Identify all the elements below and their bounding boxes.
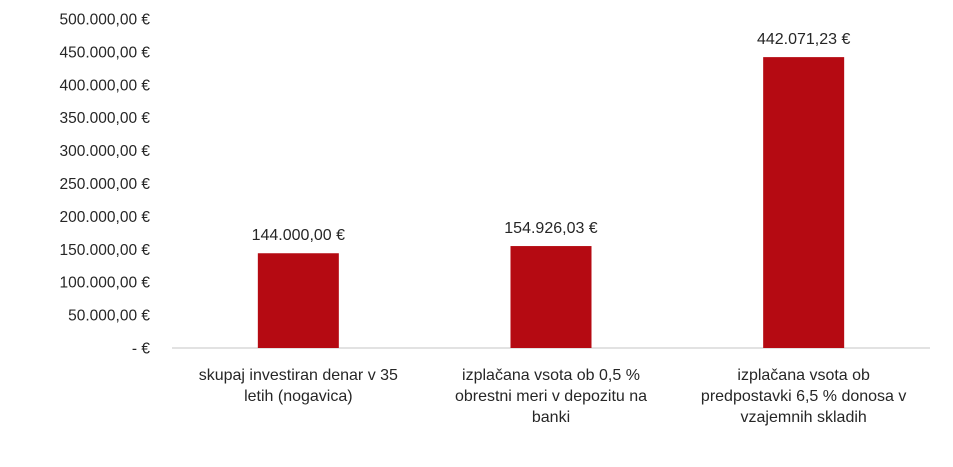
y-tick-label: 300.000,00 € bbox=[59, 143, 150, 160]
bars bbox=[257, 57, 845, 349]
x-category-label: skupaj investiran denar v 35 letih (nogav… bbox=[199, 367, 398, 405]
bar-data-label: 154.926,03 € bbox=[504, 220, 598, 237]
x-category-label-line: predpostavki 6,5 % donosa v bbox=[701, 388, 906, 405]
x-category-label-line: vzajemnih skladih bbox=[741, 409, 867, 426]
x-category-label-line: obrestni meri v depozitu na bbox=[455, 388, 647, 405]
y-tick-label: 250.000,00 € bbox=[59, 176, 150, 193]
x-category-label: izplačana vsota ob predpostavki 6,5 % don… bbox=[701, 367, 906, 426]
data-labels: 144.000,00 € 154.926,03 € 442.071,23 € bbox=[252, 31, 851, 244]
y-axis-labels: - € 50.000,00 € 100.000,00 € 150.000,00 € 20… bbox=[59, 12, 150, 358]
bar-data-label: 144.000,00 € bbox=[252, 227, 346, 244]
y-tick-label: 100.000,00 € bbox=[59, 275, 150, 292]
x-category-label: izplačana vsota ob 0,5 % obrestni meri v … bbox=[455, 367, 647, 426]
y-tick-label: 50.000,00 € bbox=[68, 308, 150, 325]
y-tick-label: 150.000,00 € bbox=[59, 242, 150, 259]
bar-data-label: 442.071,23 € bbox=[757, 31, 851, 48]
y-tick-label: 500.000,00 € bbox=[59, 12, 150, 29]
y-tick-label: 400.000,00 € bbox=[59, 77, 150, 94]
bar bbox=[510, 246, 592, 348]
bar bbox=[257, 253, 339, 348]
y-tick-label: - € bbox=[132, 341, 150, 358]
x-category-label-line: skupaj investiran denar v 35 bbox=[199, 367, 398, 384]
y-tick-label: 200.000,00 € bbox=[59, 209, 150, 226]
y-tick-label: 450.000,00 € bbox=[59, 44, 150, 61]
category-labels: skupaj investiran denar v 35 letih (nogav… bbox=[199, 367, 907, 426]
x-category-label-line: izplačana vsota ob 0,5 % bbox=[462, 367, 640, 384]
x-category-label-line: izplačana vsota ob bbox=[737, 367, 870, 384]
y-tick-label: 350.000,00 € bbox=[59, 110, 150, 127]
bar bbox=[763, 57, 845, 349]
x-category-label-line: banki bbox=[532, 409, 570, 426]
x-category-label-line: letih (nogavica) bbox=[244, 388, 353, 405]
